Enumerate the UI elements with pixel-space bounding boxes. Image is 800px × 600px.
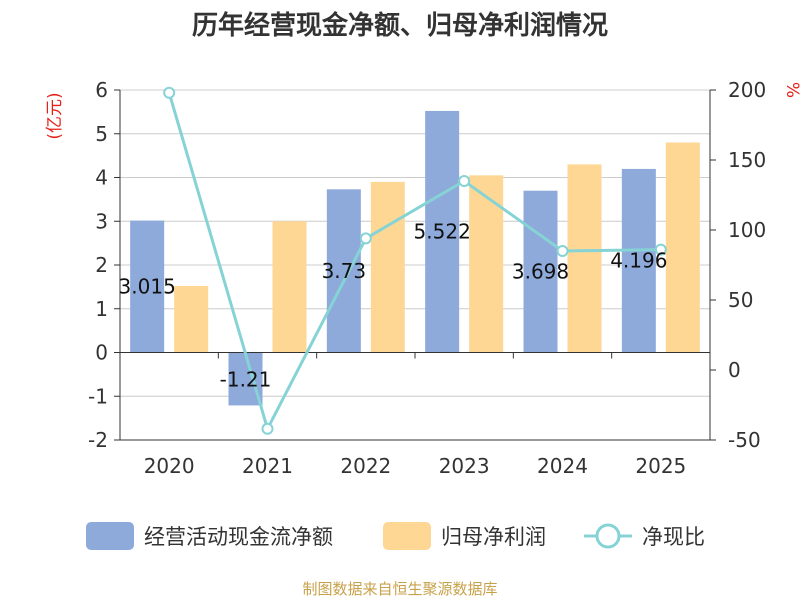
ratio-line-point [556,245,569,257]
x-axis-tick-label: 2024 [537,454,588,478]
left-axis-tick-label: 6 [95,78,108,102]
source-note: 制图数据来自恒生聚源数据库 [302,580,497,598]
ratio-line-point [261,422,274,435]
data-label-cashflow: 3.015 [119,275,176,299]
left-axis-tick-label: -2 [88,428,108,452]
chart-title: 历年经营现金净额、归母净利润情况 [192,10,608,41]
legend: 经营活动现金流净额 归母净利润 净现比 [86,522,705,550]
data-label-cashflow: 3.73 [322,259,367,283]
ratio-line-point [163,86,176,99]
right-axis-tick-label: 0 [728,358,741,382]
ratio-line [163,86,667,435]
ratio-line-point [458,175,471,187]
left-axis-tick-label: 1 [95,297,108,321]
bar-cashflow [523,190,558,353]
data-label-cashflow: -1.21 [220,368,272,392]
data-labels: 3.015 -1.21 3.73 5.522 3.698 4.196 [119,220,668,392]
bar-cashflow [326,189,361,353]
right-axis-tick-label: 150 [728,148,766,172]
ratio-line-point [359,232,372,245]
bar-net-profit [665,142,700,353]
right-axis-tick-label: 50 [728,288,753,312]
left-axis-tick-label: 5 [95,122,108,146]
bar-net-profit [567,164,602,353]
data-label-cashflow: 5.522 [414,220,471,244]
bar-net-profit [370,181,405,353]
x-axis-tick-label: 2021 [242,454,293,478]
bar-net-profit [272,221,307,353]
legend-label-cashflow: 经营活动现金流净额 [144,525,333,549]
data-label-cashflow: 4.196 [610,249,667,273]
bar-net-profit [469,175,504,353]
left-axis-tick-label: 2 [95,253,108,277]
left-axis-unit: (亿元) [45,92,65,139]
legend-swatch-cashflow [86,522,134,550]
left-axis-tick-label: 3 [95,209,108,233]
x-axis-tick-label: 2025 [635,454,686,478]
bar-cashflow [425,110,460,353]
left-axis-tick-label: 0 [95,341,108,365]
legend-swatch-ratio-marker [595,523,621,549]
left-axis-tick-label: -1 [88,384,108,408]
left-axis-tick-label: 4 [95,166,108,190]
right-axis-tick-label: -50 [728,428,761,452]
right-axis-tick-label: 100 [728,218,766,242]
legend-swatch-net-profit [383,522,431,550]
ratio-line-point [654,243,667,256]
data-label-cashflow: 3.698 [512,260,569,284]
x-axis-tick-label: 2023 [439,454,490,478]
bar-net-profit [174,286,209,353]
bar-cashflow [621,168,656,353]
bars [130,110,700,406]
right-axis-tick-label: 200 [728,78,766,102]
axes: -2 -1 0 1 2 3 4 5 6 -50 0 50 100 150 200 2020 2021 2022 20… [88,78,766,478]
x-axis-tick-label: 2020 [144,454,195,478]
x-axis-tick-label: 2022 [340,454,391,478]
bar-cashflow [130,220,165,353]
ratio-line-path [167,92,661,433]
legend-label-net-profit: 归母净利润 [441,525,546,549]
right-axis-unit: % [782,82,800,98]
legend-label-ratio: 净现比 [642,525,705,549]
